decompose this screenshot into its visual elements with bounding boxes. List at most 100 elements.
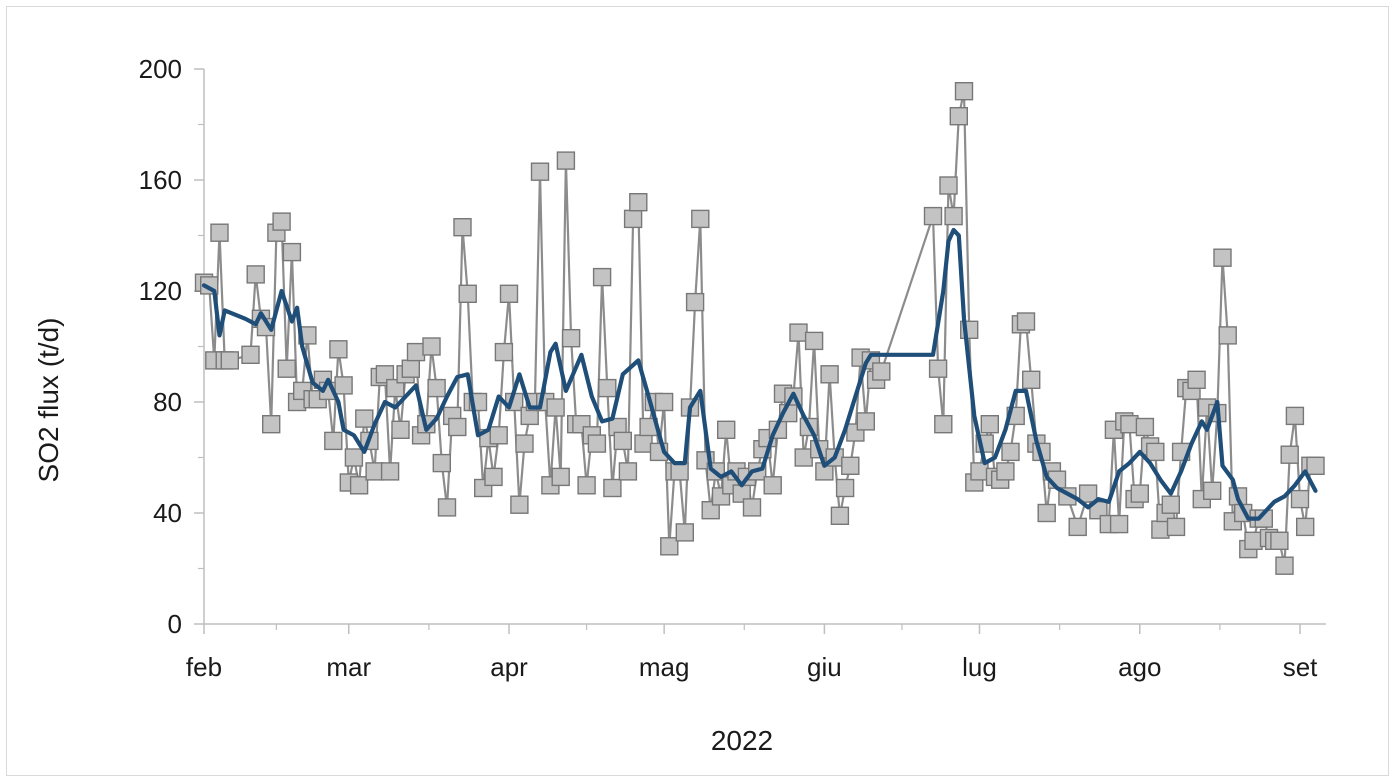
daily-point: [453, 217, 472, 237]
daily-point: [603, 478, 622, 498]
x-tick-label: lug: [962, 652, 997, 682]
daily-point: [375, 365, 395, 384]
daily-point: [1151, 520, 1170, 539]
daily-point: [1275, 556, 1294, 575]
daily-point: [577, 476, 596, 495]
daily-point: [334, 376, 353, 395]
daily-point: [592, 267, 612, 287]
daily-point: [1001, 442, 1020, 462]
daily-point: [427, 378, 446, 398]
daily-point: [422, 337, 441, 356]
daily-point: [613, 431, 632, 451]
daily-point: [996, 462, 1015, 481]
daily-point: [448, 417, 467, 437]
y-axis-title: SO2 flux (t/d): [33, 318, 64, 483]
daily-point: [1187, 370, 1206, 389]
daily-point: [1280, 445, 1299, 464]
daily-point: [282, 242, 302, 262]
daily-point: [380, 462, 400, 481]
daily-point: [1016, 312, 1036, 331]
daily-point: [970, 462, 989, 481]
daily-point: [835, 478, 855, 498]
x-tick-label: ago: [1118, 652, 1161, 682]
chart-svg: 0 40 80 120 160 200 feb mar apr mag giu lug ago set S…: [33, 54, 1326, 756]
daily-point: [261, 415, 281, 434]
daily-point: [530, 162, 550, 181]
daily-point: [587, 434, 607, 453]
daily-point: [949, 106, 968, 126]
daily-point: [691, 209, 710, 229]
daily-point: [954, 81, 974, 101]
daily-point: [1130, 484, 1150, 503]
daily-point: [1166, 517, 1186, 537]
daily-point: [401, 359, 420, 378]
y-tick-label: 40: [153, 498, 182, 528]
daily-point: [944, 206, 963, 226]
daily-point: [1244, 531, 1263, 550]
daily-point: [1270, 531, 1289, 550]
daily-point: [551, 467, 570, 487]
daily-point: [546, 398, 565, 417]
daily-point: [432, 453, 451, 473]
daily-point: [391, 420, 410, 439]
y-tick-label: 160: [139, 165, 182, 195]
daily-point: [386, 378, 405, 398]
daily-point: [923, 206, 943, 226]
daily-point: [1120, 415, 1139, 434]
daily-point: [489, 426, 508, 445]
moving-average-line: [201, 227, 1318, 521]
daily-point: [928, 359, 948, 378]
daily-point: [717, 420, 736, 439]
daily-point: [1068, 517, 1087, 537]
y-tick-label: 80: [153, 387, 182, 417]
daily-point: [830, 506, 850, 525]
daily-point: [872, 362, 891, 381]
x-tick-label: set: [1283, 652, 1318, 682]
daily-point: [934, 415, 953, 434]
daily-point: [1213, 248, 1232, 267]
x-tick-label: mar: [326, 652, 371, 682]
daily-point: [1202, 481, 1222, 500]
daily-point: [1295, 517, 1315, 537]
daily-point: [1037, 503, 1056, 523]
daily-point: [939, 176, 958, 195]
daily-point: [365, 462, 384, 481]
daily-point: [246, 265, 265, 284]
daily-point: [841, 456, 860, 475]
daily-point: [561, 329, 581, 348]
daily-point: [437, 498, 457, 517]
daily-point: [329, 340, 348, 359]
daily-point: [406, 342, 426, 362]
daily-point: [484, 467, 503, 487]
daily-point: [324, 431, 343, 451]
daily-point: [685, 292, 705, 312]
daily-point: [556, 151, 576, 170]
daily-point: [1290, 489, 1310, 509]
daily-point: [515, 434, 534, 453]
x-tick-label: giu: [807, 652, 842, 682]
y-tick-label: 120: [139, 276, 182, 306]
axes-layer: 0 40 80 120 160 200 feb mar apr mag giu lug ago set: [139, 54, 1326, 682]
daily-point: [458, 284, 477, 303]
daily-point: [670, 462, 689, 481]
daily-point: [1161, 495, 1181, 514]
daily-point: [618, 462, 638, 481]
daily-point: [1022, 370, 1041, 389]
daily-point: [1146, 442, 1165, 462]
daily-point: [510, 495, 529, 514]
daily-point: [820, 365, 839, 384]
daily-point: [804, 331, 824, 351]
daily-point: [210, 223, 229, 242]
daily-point: [629, 192, 648, 212]
y-tick-label: 0: [168, 609, 182, 639]
daily-point: [742, 498, 762, 517]
moving-average-series: [201, 227, 1318, 521]
daily-point: [241, 345, 260, 364]
x-tick-label: apr: [490, 652, 528, 682]
daily-point: [980, 415, 999, 434]
daily-point: [1135, 417, 1155, 437]
daily-point: [654, 392, 674, 412]
daily-point: [789, 323, 808, 342]
daily-point: [634, 434, 653, 453]
daily-point: [598, 378, 617, 398]
